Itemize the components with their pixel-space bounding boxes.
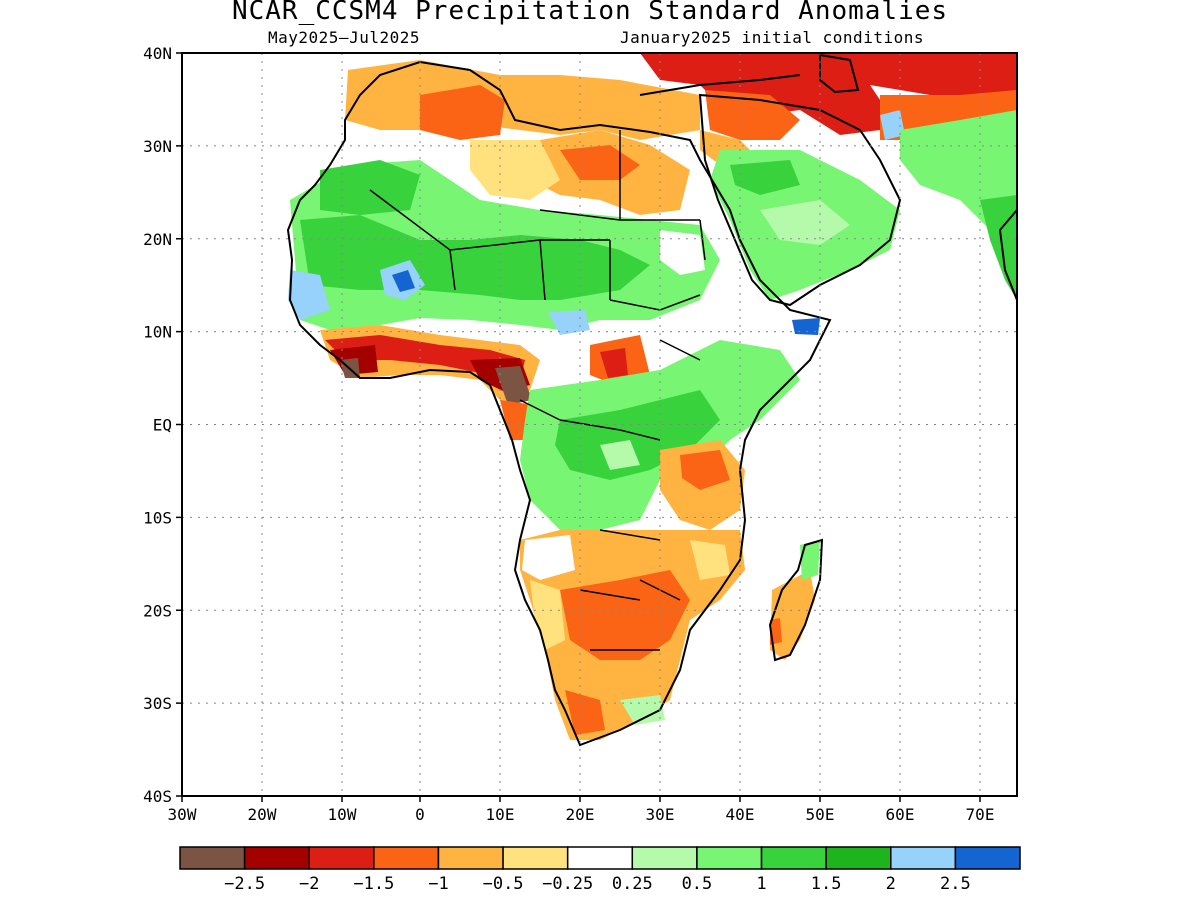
lon-tick-label: 20W bbox=[248, 805, 277, 824]
lon-tick-label: 30E bbox=[646, 805, 675, 824]
lat-tick-label: 20N bbox=[143, 230, 172, 249]
lon-tick-label: 60E bbox=[886, 805, 915, 824]
anomaly-region-arabia-modwet bbox=[730, 160, 800, 195]
lon-tick-label: 0 bbox=[415, 805, 425, 824]
anomaly-region-tanzania-strongdry bbox=[680, 450, 730, 490]
latitude-axis: 40N 30N 20N 10N EQ 10S 20S 30S 40S bbox=[143, 44, 182, 806]
lat-tick-label: 10N bbox=[143, 323, 172, 342]
anomaly-region-mauritania-modwet bbox=[320, 160, 420, 215]
lon-tick-label: 30W bbox=[168, 805, 197, 824]
anomaly-region-maghreb-dry bbox=[345, 60, 700, 140]
anomaly-region-iran-wetspot bbox=[880, 110, 905, 140]
anomaly-region-arabia-neutral bbox=[760, 200, 850, 245]
colorbar-swatch bbox=[890, 846, 957, 870]
lat-tick-label: 40N bbox=[143, 44, 172, 63]
colorbar-label: 1 bbox=[756, 874, 766, 894]
lat-tick-label: 10S bbox=[143, 508, 172, 527]
lon-tick-label: 10E bbox=[486, 805, 515, 824]
anomaly-region-sudan-neutral bbox=[660, 230, 705, 275]
anomaly-region-iran-extremedry bbox=[780, 70, 880, 135]
anomaly-region-car-strongdry bbox=[600, 348, 628, 378]
colorbar-swatch bbox=[696, 846, 763, 870]
grid-lines bbox=[182, 53, 1017, 796]
lat-tick-label: 20S bbox=[143, 601, 172, 620]
india-coastline bbox=[998, 209, 1017, 301]
coastlines bbox=[286, 53, 1017, 747]
colorbar-swatch bbox=[502, 846, 569, 870]
colorbar-label: −1 bbox=[428, 874, 448, 894]
colorbar-swatch bbox=[308, 846, 375, 870]
colorbar-label: 2.5 bbox=[940, 874, 971, 894]
colorbar-swatch bbox=[373, 846, 440, 870]
anomaly-region-mozambique-wet bbox=[690, 540, 730, 580]
longitude-axis: 30W 20W 10W 0 10E 20E 30E 40E 50E 60E 70E bbox=[168, 796, 995, 824]
lat-tick-label: 30S bbox=[143, 694, 172, 713]
colorbar-swatch bbox=[179, 846, 246, 870]
lon-tick-label: 40E bbox=[726, 805, 755, 824]
anomaly-region-mali-wetdeep bbox=[392, 270, 415, 292]
anomaly-region-sahara-slightdry bbox=[470, 140, 560, 200]
colorbar-label: −2.5 bbox=[224, 874, 265, 894]
lat-tick-label: 30N bbox=[143, 137, 172, 156]
colorbar-label: −2 bbox=[299, 874, 319, 894]
lat-tick-label: EQ bbox=[153, 416, 172, 435]
lon-tick-label: 70E bbox=[966, 805, 995, 824]
colorbar-swatch bbox=[825, 846, 892, 870]
anomaly-shading bbox=[288, 53, 1017, 740]
lon-tick-label: 20E bbox=[566, 805, 595, 824]
initial-conditions: January2025 initial conditions bbox=[620, 28, 924, 47]
arabia-coastline bbox=[698, 93, 902, 307]
caspian-coastline bbox=[819, 53, 860, 94]
anomaly-region-algeria-dry bbox=[420, 85, 505, 140]
colorbar-label: −0.25 bbox=[542, 874, 593, 894]
madagascar-coastline bbox=[768, 538, 824, 662]
anomaly-region-iran-dry bbox=[880, 90, 1017, 140]
anomaly-region-south-africa-wet bbox=[620, 695, 665, 725]
anomaly-region-south-africa-dry bbox=[565, 690, 605, 735]
colorbar-label: 2 bbox=[886, 874, 896, 894]
anomaly-region-somalia-wetdeep bbox=[792, 318, 820, 335]
lon-tick-label: 50E bbox=[806, 805, 835, 824]
colorbar-swatch bbox=[954, 846, 1021, 870]
lon-tick-label: 10W bbox=[328, 805, 357, 824]
forecast-period: May2025–Jul2025 bbox=[268, 28, 420, 47]
colorbar-swatch bbox=[631, 846, 698, 870]
colorbar-swatch bbox=[760, 846, 827, 870]
anomaly-region-congo-neutral bbox=[600, 440, 640, 470]
colorbar-label: 0.5 bbox=[682, 874, 713, 894]
anomaly-region-madagascar-strongdry bbox=[770, 618, 782, 645]
anomaly-region-namibia-slightdry bbox=[530, 580, 565, 650]
colorbar-swatch bbox=[566, 846, 634, 870]
africa-coastline bbox=[286, 60, 832, 747]
anomaly-region-cameroon-verydry bbox=[495, 366, 532, 405]
colorbar-swatch bbox=[243, 846, 310, 870]
map-title: NCAR_CCSM4 Precipitation Standard Anomal… bbox=[231, 0, 949, 26]
anomaly-region-senegal-wet bbox=[288, 270, 330, 320]
colorbar-label: −1.5 bbox=[353, 874, 394, 894]
colorbar: −2.5 −2 −1.5 −1 −0.5 −0.25 0.25 0.5 1 1.5 2 2.5 bbox=[179, 846, 1021, 894]
colorbar-label: −0.5 bbox=[483, 874, 524, 894]
colorbar-label: 0.25 bbox=[612, 874, 653, 894]
anomaly-region-madagascar-north-wet bbox=[800, 540, 820, 580]
colorbar-swatch bbox=[437, 846, 504, 870]
colorbar-label: 1.5 bbox=[811, 874, 842, 894]
anomaly-region-angola-neutral bbox=[522, 535, 575, 580]
lat-tick-label: 40S bbox=[143, 787, 172, 806]
turkey-coastline bbox=[639, 74, 801, 96]
anomaly-region-chad-wetblue bbox=[548, 310, 590, 335]
